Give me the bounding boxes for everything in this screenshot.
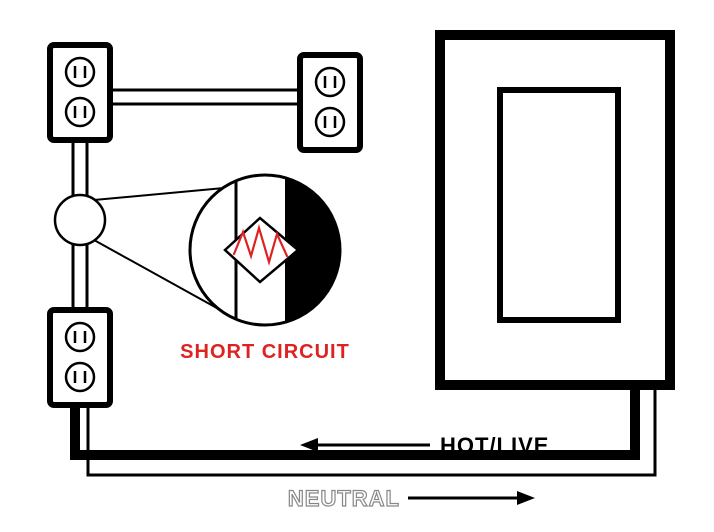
hot-arrow bbox=[300, 438, 430, 452]
neutral-label: NEUTRAL bbox=[288, 486, 400, 511]
short-circuit-label: SHORT CIRCUIT bbox=[180, 341, 350, 363]
junction-node bbox=[55, 195, 105, 245]
outlet-top-right bbox=[300, 55, 360, 150]
wire-top-pair bbox=[110, 90, 300, 104]
short-circuit-diagram: SHORT CIRCUIT HOT/LIVE NEUTRAL bbox=[0, 0, 714, 532]
hot-label: HOT/LIVE bbox=[440, 433, 549, 458]
neutral-arrow bbox=[408, 491, 535, 505]
magnifier bbox=[190, 170, 365, 330]
outlet-bottom-left bbox=[50, 310, 110, 405]
wire-neutral bbox=[88, 385, 655, 475]
electrical-panel bbox=[440, 35, 670, 385]
outlet-top-left bbox=[50, 45, 110, 140]
